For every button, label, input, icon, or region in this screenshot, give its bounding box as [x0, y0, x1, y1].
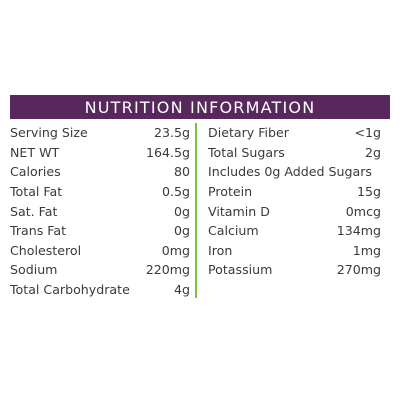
nutrient-row-total-fat: Total Fat 0.5g	[10, 182, 190, 202]
column-divider	[195, 123, 197, 298]
nutrient-label: Total Fat	[10, 184, 63, 200]
nutrient-row-total-sugars: Total Sugars 2g	[208, 143, 381, 163]
nutrient-value: 0g	[173, 203, 190, 219]
nutrient-label: Dietary Fiber	[208, 125, 289, 141]
nutrient-row-serving-size: Serving Size 23.5g	[10, 123, 190, 143]
right-column: Dietary Fiber <1g Total Sugars 2g Includ…	[208, 123, 381, 280]
nutrient-label: Cholesterol	[10, 242, 82, 258]
nutrition-columns: Serving Size 23.5g NET WT 164.5g Calorie…	[10, 123, 390, 299]
nutrient-label: Potassium	[208, 262, 273, 278]
nutrient-value: 270mg	[336, 262, 381, 278]
nutrient-label: Sodium	[10, 262, 58, 278]
nutrient-row-total-carbohydrate: Total Carbohydrate 4g	[10, 280, 190, 300]
nutrient-value: 0mg	[161, 242, 190, 258]
nutrient-value: 80	[173, 164, 190, 180]
nutrition-title: NUTRITION INFORMATION	[10, 95, 390, 119]
nutrient-value: 15g	[356, 184, 381, 200]
nutrient-label: Calories	[10, 164, 61, 180]
nutrient-row-cholesterol: Cholesterol 0mg	[10, 241, 190, 261]
nutrient-value: 220mg	[145, 262, 190, 278]
nutrient-row-potassium: Potassium 270mg	[208, 260, 381, 280]
nutrient-value: 2g	[364, 144, 381, 160]
nutrient-row-calcium: Calcium 134mg	[208, 221, 381, 241]
nutrient-label: Total Carbohydrate	[10, 282, 130, 298]
nutrient-label: Total Sugars	[208, 144, 285, 160]
nutrient-label: Iron	[208, 242, 233, 258]
nutrient-label: Serving Size	[10, 125, 88, 141]
nutrient-label: Includes 0g Added Sugars	[208, 164, 372, 180]
nutrient-row-net-wt: NET WT 164.5g	[10, 143, 190, 163]
nutrient-row-sodium: Sodium 220mg	[10, 260, 190, 280]
nutrient-value: 0.5g	[161, 184, 190, 200]
nutrition-panel: NUTRITION INFORMATION Serving Size 23.5g…	[10, 95, 390, 299]
nutrient-label: Protein	[208, 184, 253, 200]
nutrient-value: 0mcg	[345, 203, 381, 219]
nutrient-row-trans-fat: Trans Fat 0g	[10, 221, 190, 241]
nutrient-row-added-sugars: Includes 0g Added Sugars	[208, 162, 381, 182]
left-column: Serving Size 23.5g NET WT 164.5g Calorie…	[10, 123, 190, 299]
nutrient-row-vitamin-d: Vitamin D 0mcg	[208, 201, 381, 221]
nutrient-row-protein: Protein 15g	[208, 182, 381, 202]
nutrient-value: 4g	[173, 282, 190, 298]
nutrient-row-sat-fat: Sat. Fat 0g	[10, 201, 190, 221]
nutrient-value: 1mg	[352, 242, 381, 258]
nutrient-label: Vitamin D	[208, 203, 270, 219]
nutrient-row-calories: Calories 80	[10, 162, 190, 182]
nutrient-value: 134mg	[336, 223, 381, 239]
nutrient-label: Trans Fat	[10, 223, 67, 239]
nutrient-label: Sat. Fat	[10, 203, 58, 219]
nutrient-value: <1g	[354, 125, 381, 141]
nutrient-value: 23.5g	[153, 125, 190, 141]
nutrient-row-iron: Iron 1mg	[208, 241, 381, 261]
nutrient-label: Calcium	[208, 223, 259, 239]
nutrient-value: 0g	[173, 223, 190, 239]
nutrient-label: NET WT	[10, 144, 60, 160]
nutrient-value: 164.5g	[145, 144, 190, 160]
nutrient-row-dietary-fiber: Dietary Fiber <1g	[208, 123, 381, 143]
